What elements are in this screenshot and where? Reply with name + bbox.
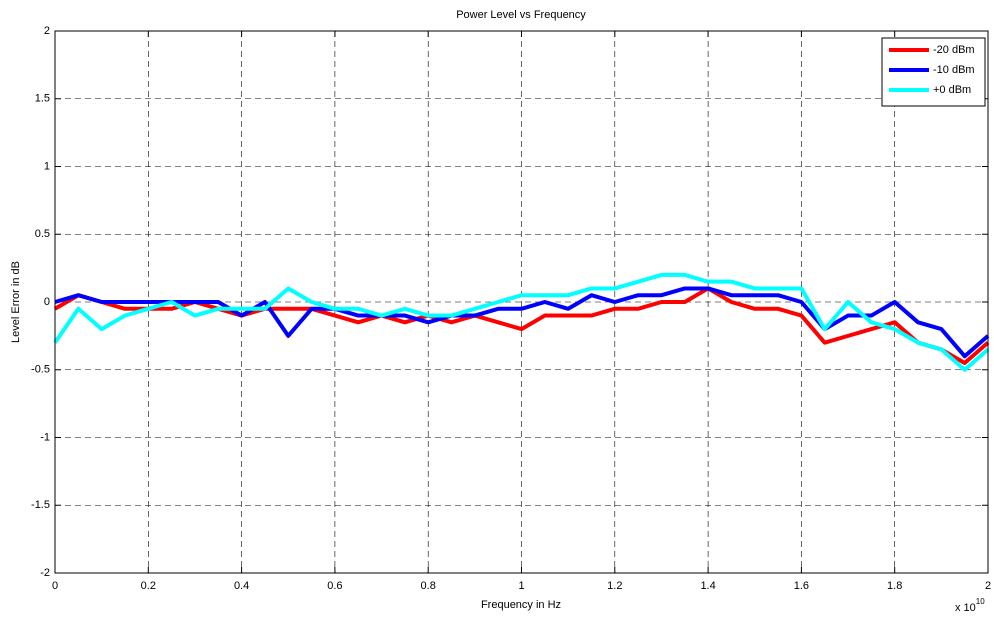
y-axis-label: Level Error in dB [10,261,22,343]
y-tick-label: -1.5 [31,499,50,511]
legend-label: +0 dBm [933,84,971,96]
y-tick-label: 0.5 [35,228,50,240]
x-tick-label: 2 [985,580,991,592]
x-tick-label: 1.4 [700,580,715,592]
x-tick-label: 0.2 [141,580,156,592]
y-tick-label: -0.5 [31,364,50,376]
y-tick-label: -1 [40,431,50,443]
x-multiplier: x 1010 [955,597,985,614]
data-line [54,286,990,359]
x-tick-label: 0 [52,580,58,592]
x-tick-label: 1 [518,580,524,592]
y-tick-label: 1 [44,160,50,172]
x-tick-label: 1.2 [607,580,622,592]
axes-box [54,30,989,574]
data-line [53,286,990,365]
x-tick-label: 0.8 [421,580,436,592]
legend-label: -10 dBm [933,64,975,76]
y-tick-label: 1.5 [35,93,50,105]
y-tick-label: 0 [44,296,50,308]
x-axis-label: Frequency in Hz [481,599,561,611]
x-multiplier-exponent: 10 [976,597,985,606]
chart-title: Power Level vs Frequency [456,9,586,21]
legend-label: -20 dBm [933,44,975,56]
x-multiplier-base: x 10 [955,602,976,614]
x-tick-label: 1.8 [887,580,902,592]
y-tick-label: -2 [40,567,50,579]
y-tick-label: 2 [44,25,50,37]
x-tick-label: 0.6 [327,580,342,592]
data-line [53,272,990,372]
legend: -20 dBm -10 dBm +0 dBm [881,37,986,107]
x-tick-label: 1.6 [794,580,809,592]
x-tick-label: 0.4 [234,580,249,592]
